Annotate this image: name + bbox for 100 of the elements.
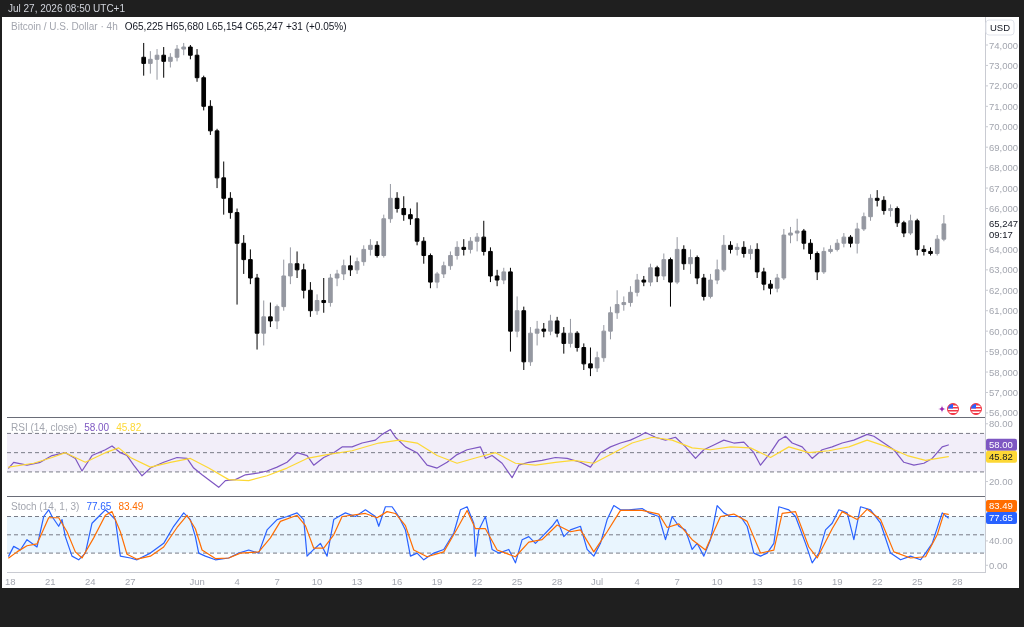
candlestick (521, 306, 527, 371)
y-tick-label: 80.00 (989, 418, 1013, 430)
y-tick-label: 62,000 (989, 284, 1019, 296)
y-tick-label: 66,000 (989, 203, 1019, 215)
candlestick (814, 250, 820, 281)
y-tick-label: 72,000 (989, 80, 1019, 92)
candlestick (848, 234, 853, 248)
y-tick-label: 64,000 (989, 243, 1019, 255)
candlestick (528, 326, 533, 367)
x-tick-label: 13 (351, 575, 363, 587)
x-tick-label: 18 (5, 575, 16, 587)
candlestick (254, 273, 260, 351)
candlestick (228, 191, 233, 220)
x-tick-label: 19 (831, 575, 843, 587)
candlestick (748, 244, 753, 261)
text: 77.65 (989, 512, 1013, 524)
candlestick (801, 228, 807, 250)
candlestick (588, 347, 593, 377)
candlestick (928, 246, 933, 257)
x-tick-label: 21 (45, 575, 56, 587)
candlestick (608, 306, 613, 340)
x-tick-label: 4 (634, 575, 640, 587)
candlestick (381, 214, 387, 259)
x-tick-label: 7 (274, 575, 280, 587)
x-tick-label: 22 (871, 575, 883, 587)
y-tick-label: 63,000 (989, 264, 1019, 276)
candlestick (328, 273, 333, 308)
candlestick (481, 220, 487, 257)
candlestick (668, 257, 673, 308)
candlestick (468, 236, 473, 254)
y-tick-label: 0.00 (989, 559, 1008, 571)
x-tick-label: 25 (511, 575, 523, 587)
line-series (8, 436, 949, 482)
candlestick (888, 203, 893, 218)
candlestick (788, 226, 793, 244)
x-tick-label: 28 (551, 575, 563, 587)
candlestick (141, 42, 147, 77)
candlestick (641, 275, 647, 287)
candlestick (734, 242, 740, 257)
candlestick (448, 250, 453, 271)
candlestick (794, 218, 800, 242)
x-tick-label: 24 (85, 575, 96, 587)
candlestick (168, 52, 173, 68)
candlestick (488, 246, 493, 283)
candlestick (548, 314, 553, 336)
candlestick (568, 318, 573, 349)
annotation: 83.49 (118, 500, 144, 512)
text: 65,247 (989, 218, 1019, 230)
y-tick-label: 70,000 (989, 121, 1019, 133)
candlestick (428, 252, 433, 289)
candlestick (514, 295, 520, 338)
candlestick (321, 277, 327, 314)
candlestick (208, 99, 213, 136)
y-tick-label: 20.00 (989, 476, 1013, 488)
candlestick (454, 240, 460, 261)
candlestick (741, 240, 747, 259)
candlestick (474, 232, 480, 252)
candlestick (628, 285, 633, 308)
candlestick (648, 263, 653, 287)
candlestick (534, 320, 540, 346)
candlestick (634, 273, 640, 297)
y-axis-title: USD (989, 22, 1011, 33)
candlestick (374, 240, 380, 259)
candlestick (308, 281, 313, 318)
text: 83.49 (989, 500, 1013, 512)
x-tick-label: 13 (751, 575, 763, 587)
candlestick (408, 208, 413, 226)
candlestick (708, 273, 713, 299)
text: Jul 27, 2026 08:50 UTC+1 (8, 3, 126, 14)
x-tick-label: Jul (591, 575, 604, 587)
y-tick-label: 56,000 (989, 407, 1019, 419)
x-tick-label: 19 (431, 575, 443, 587)
candlestick (288, 246, 293, 285)
candlestick (388, 183, 393, 224)
text: 45.82 (989, 451, 1013, 463)
candlestick (461, 238, 467, 257)
chart-title: RSI (14, close) (11, 421, 78, 433)
x-tick-label: 25 (911, 575, 923, 587)
candlestick (348, 255, 353, 277)
candlestick (268, 302, 273, 328)
candlestick (808, 238, 813, 261)
text: 09:17 (989, 229, 1013, 241)
x-tick-label: 10 (711, 575, 723, 587)
candlestick (494, 269, 500, 287)
annotation: 45.82 (116, 421, 142, 433)
candlestick (821, 246, 827, 275)
y-tick-label: 59,000 (989, 346, 1019, 358)
x-tick-label: 22 (471, 575, 483, 587)
y-tick-label: 60,000 (989, 325, 1019, 337)
y-tick-label: 73,000 (989, 59, 1019, 71)
candlestick (148, 50, 153, 75)
candlestick (508, 267, 513, 353)
chart-title: Bitcoin / U.S. Dollar · 4h (11, 20, 118, 32)
candlestick (728, 240, 733, 254)
candlestick (248, 248, 253, 285)
candlestick (661, 252, 667, 281)
candlestick (161, 46, 167, 79)
candlestick (868, 193, 873, 222)
y-tick-label: 40.00 (989, 535, 1013, 547)
candlestick (261, 300, 267, 346)
